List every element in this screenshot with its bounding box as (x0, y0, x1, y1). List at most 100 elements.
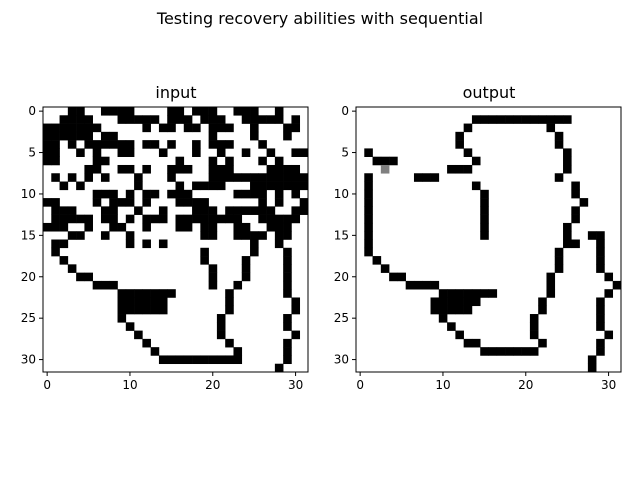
heatmap-cell (225, 206, 234, 215)
y-tick-label: 30 (21, 353, 36, 367)
heatmap-cell (563, 231, 572, 240)
heatmap-cell (84, 222, 93, 232)
heatmap-cell (59, 123, 69, 133)
heatmap-cell (84, 123, 93, 133)
heatmap-cell (125, 305, 135, 315)
heatmap-cell (167, 189, 176, 199)
heatmap-cell (84, 173, 93, 182)
heatmap-cell (258, 198, 267, 207)
x-tick-label: 30 (288, 378, 303, 392)
heatmap-cell (283, 314, 292, 323)
heatmap-cell (364, 239, 373, 249)
heatmap-cell (216, 314, 226, 323)
heatmap-cell (291, 173, 301, 182)
heatmap-cell (109, 140, 118, 149)
heatmap-cell (125, 239, 135, 249)
heatmap-cell (241, 222, 251, 232)
heatmap-cell (109, 214, 118, 224)
heatmap-cell (250, 107, 259, 116)
heatmap-cell (529, 314, 539, 323)
heatmap-cell (455, 297, 464, 307)
heatmap-cell (364, 214, 373, 224)
heatmap-cell (587, 355, 597, 365)
heatmap-cell (59, 181, 69, 191)
heatmap-cell (208, 156, 218, 166)
heatmap-cell (266, 206, 276, 215)
heatmap-cell (563, 164, 572, 174)
heatmap-cell (274, 198, 284, 207)
heatmap-cell (283, 173, 292, 182)
heatmap-cell (200, 181, 209, 191)
heatmap-cell (43, 140, 52, 149)
heatmap-cell (546, 115, 556, 124)
heatmap-cell (208, 131, 218, 141)
panel-output-frame (355, 106, 622, 373)
x-tick-label: 0 (43, 378, 51, 392)
heatmap-cell (51, 198, 60, 207)
heatmap-cell (125, 115, 135, 124)
heatmap-cell (51, 214, 60, 224)
heatmap-cell (67, 206, 77, 215)
heatmap-cell (92, 148, 102, 157)
heatmap-cell (51, 148, 60, 157)
x-tick-label: 20 (518, 378, 533, 392)
heatmap-cell (51, 222, 60, 232)
heatmap-cell (92, 140, 102, 149)
heatmap-cell (208, 164, 218, 174)
heatmap-cell (258, 206, 267, 215)
heatmap-cell (158, 289, 168, 298)
heatmap-cell (505, 347, 514, 356)
heatmap-cell (480, 231, 489, 240)
heatmap-cell (241, 231, 251, 240)
heatmap-cell (529, 330, 539, 340)
heatmap-cell (258, 189, 267, 199)
heatmap-cell (233, 222, 243, 232)
heatmap-cell (59, 214, 69, 224)
heatmap-cell (413, 280, 423, 290)
heatmap-cell (258, 231, 267, 240)
heatmap-cell (571, 206, 580, 215)
heatmap-cell (258, 214, 267, 224)
heatmap-cell (299, 173, 309, 182)
heatmap-cell (200, 107, 209, 116)
heatmap-cell (488, 289, 498, 298)
heatmap-cell (142, 297, 151, 307)
heatmap-cell (76, 272, 85, 282)
heatmap-cell (117, 148, 127, 157)
heatmap-cell (430, 297, 440, 307)
heatmap-cell (142, 239, 151, 249)
heatmap-cell (117, 107, 127, 116)
heatmap-cell (100, 131, 110, 141)
heatmap-cell (372, 256, 382, 265)
heatmap-cell (76, 231, 85, 240)
x-tick-label: 30 (601, 378, 616, 392)
heatmap-cell (250, 206, 259, 215)
heatmap-cell (447, 297, 456, 307)
heatmap-cell (521, 347, 531, 356)
heatmap-cell (43, 198, 52, 207)
heatmap-cell (175, 156, 185, 166)
heatmap-cell (76, 123, 85, 133)
heatmap-cell (422, 280, 431, 290)
heatmap-cell (455, 305, 464, 315)
heatmap-cell (51, 140, 60, 149)
heatmap-cell (125, 140, 135, 149)
heatmap-cell (250, 131, 259, 141)
heatmap-cell (364, 148, 373, 157)
heatmap-cell (142, 164, 151, 174)
heatmap-cell (192, 214, 201, 224)
heatmap-cell (59, 256, 69, 265)
heatmap-cell (84, 131, 93, 141)
y-tick-label: 5 (28, 146, 36, 160)
heatmap-cell (59, 222, 69, 232)
heatmap-cell (67, 115, 77, 124)
heatmap-cell (488, 115, 498, 124)
heatmap-cell (192, 206, 201, 215)
heatmap-cell (100, 231, 110, 240)
heatmap-cell (291, 305, 301, 315)
heatmap-cell (142, 338, 151, 348)
heatmap-cell (554, 131, 564, 141)
heatmap-cell (100, 107, 110, 116)
heatmap-cell (100, 173, 110, 182)
heatmap-cell (291, 181, 301, 191)
